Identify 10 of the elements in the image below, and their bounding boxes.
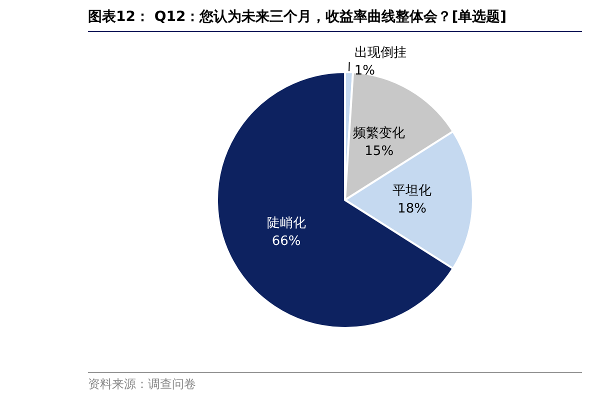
data-label: 66% xyxy=(272,234,301,249)
slice-label: 平坦化 xyxy=(392,184,432,198)
text: 资料来源：调查问卷 xyxy=(88,376,196,393)
slice-label: 出现倒挂 xyxy=(354,46,406,61)
data-label: 15% xyxy=(364,144,394,159)
data-label: 1% xyxy=(354,64,375,79)
slice-label: 陡峭化 xyxy=(266,216,306,231)
data-label: 18% xyxy=(398,202,426,216)
chart-title: 图表12： Q12：您认为未来三个月，收益率曲线整体会？[单选题] xyxy=(88,8,508,26)
slice-label: 频繁变化 xyxy=(353,126,406,141)
